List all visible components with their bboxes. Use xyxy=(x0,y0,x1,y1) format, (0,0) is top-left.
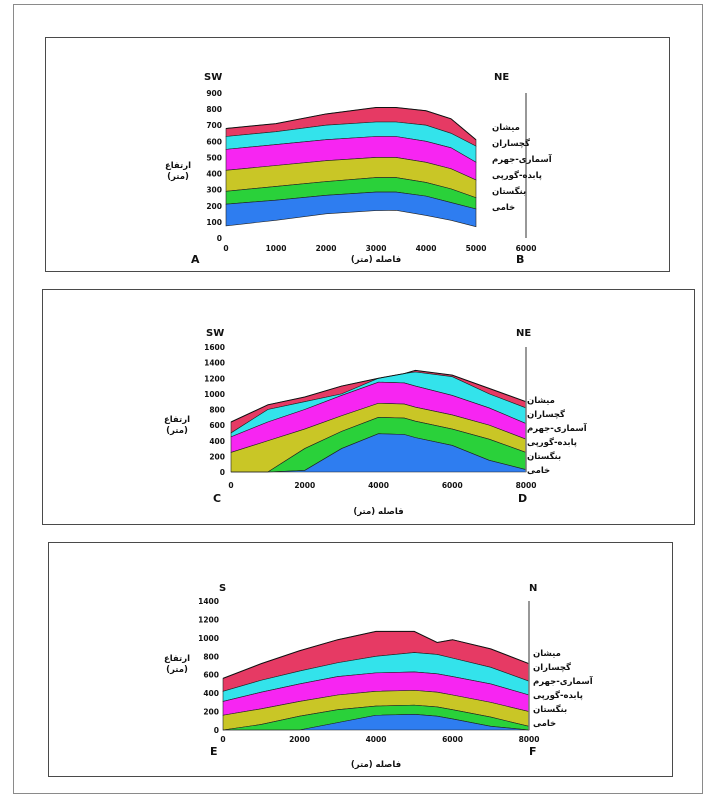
y-tick-label: 1000 xyxy=(204,390,225,399)
cross-section-chart-cd: 0 200 400 600 800 1000 1200 1400 1600 0 2000 4000 60… xyxy=(164,328,588,517)
topography-line xyxy=(230,369,527,423)
y-tick-label: 600 xyxy=(203,671,219,680)
cross-section-chart-ef: 0 200 400 600 800 1000 1200 1400 0 2000 4000 6000 80… xyxy=(164,583,594,770)
y-tick-label: 400 xyxy=(203,689,219,698)
y-tick-label: 1000 xyxy=(198,634,219,643)
y-tick-label: 800 xyxy=(209,406,225,415)
formation-label: میشان xyxy=(527,396,555,406)
cross-section-chart-ab: 0 100 200 300 400 500 600 700 800 900 0 1000 2000 300… xyxy=(165,72,553,266)
x-tick-label: 1000 xyxy=(266,244,287,253)
orientation-left-label: S xyxy=(219,583,226,594)
formation-label: میشان xyxy=(533,649,561,659)
formation-label: پابده-گورپی xyxy=(492,170,542,181)
x-axis-label: فاصله (متر) xyxy=(351,255,401,265)
formation-label: خامی xyxy=(533,719,556,729)
formation-label: گچساران xyxy=(533,662,571,673)
y-tick-label: 900 xyxy=(206,89,222,98)
x-tick-label: 0 xyxy=(228,481,233,490)
formation-label: بنگستان xyxy=(533,704,567,715)
orientation-left-label: SW xyxy=(204,72,222,83)
y-axis-label: ارتفاع xyxy=(165,161,191,171)
x-tick-label: 2000 xyxy=(316,244,337,253)
formation-label: آسماری-جهرم xyxy=(492,153,553,165)
formation-label: گچساران xyxy=(492,138,530,149)
x-tick-label: 6000 xyxy=(516,244,537,253)
y-axis-label: (متر) xyxy=(166,665,188,675)
y-tick-label: 400 xyxy=(206,170,222,179)
y-tick-label: 0 xyxy=(214,726,219,735)
y-tick-label: 200 xyxy=(203,708,219,717)
y-tick-label: 0 xyxy=(217,234,222,243)
y-tick-label: 1400 xyxy=(204,359,225,368)
section-end-letter: D xyxy=(518,492,527,505)
x-tick-label: 0 xyxy=(220,735,225,744)
y-axis-label: ارتفاع xyxy=(164,415,190,425)
x-tick-label: 6000 xyxy=(442,735,463,744)
x-tick-label: 4000 xyxy=(416,244,437,253)
y-tick-label: 1200 xyxy=(204,374,225,383)
section-end-letter: B xyxy=(516,253,524,266)
y-tick-label: 600 xyxy=(209,421,225,430)
formation-label: خامی xyxy=(527,466,550,476)
y-tick-label: 500 xyxy=(206,153,222,162)
x-tick-label: 8000 xyxy=(516,481,537,490)
x-tick-label: 2000 xyxy=(294,481,315,490)
formation-label: آسماری-جهرم xyxy=(533,675,594,687)
orientation-left-label: SW xyxy=(206,328,224,339)
section-start-letter: E xyxy=(210,745,218,758)
y-tick-label: 300 xyxy=(206,186,222,195)
orientation-right-label: NE xyxy=(494,72,509,83)
y-tick-label: 1400 xyxy=(198,597,219,606)
y-tick-label: 800 xyxy=(203,652,219,661)
y-tick-label: 200 xyxy=(209,452,225,461)
y-axis-label: (متر) xyxy=(166,426,188,436)
y-tick-label: 700 xyxy=(206,121,222,130)
y-tick-label: 100 xyxy=(206,218,222,227)
formation-label: بنگستان xyxy=(492,186,526,197)
cross-section-panel-ab: 0 100 200 300 400 500 600 700 800 900 0 1000 2000 300… xyxy=(45,37,670,272)
x-tick-label: 4000 xyxy=(368,481,389,490)
y-tick-label: 600 xyxy=(206,137,222,146)
x-tick-label: 2000 xyxy=(289,735,310,744)
y-axis-label: ارتفاع xyxy=(164,654,190,664)
x-tick-label: 4000 xyxy=(366,735,387,744)
x-tick-label: 5000 xyxy=(466,244,487,253)
x-tick-label: 8000 xyxy=(519,735,540,744)
y-tick-label: 800 xyxy=(206,105,222,114)
topography-line xyxy=(225,107,477,141)
cross-section-panel-ef: 0 200 400 600 800 1000 1200 1400 0 2000 4000 6000 80… xyxy=(48,542,673,777)
section-start-letter: C xyxy=(213,492,221,505)
formation-label: خامی xyxy=(492,203,515,213)
y-tick-label: 1600 xyxy=(204,343,225,352)
y-axis-label: (متر) xyxy=(167,172,189,182)
formation-label: گچساران xyxy=(527,409,565,420)
formation-label: پابده-گورپی xyxy=(533,690,583,701)
cross-section-panel-cd: 0 200 400 600 800 1000 1200 1400 1600 0 2000 4000 60… xyxy=(42,289,695,525)
x-tick-label: 6000 xyxy=(442,481,463,490)
figure-frame: 0 100 200 300 400 500 600 700 800 900 0 1000 2000 300… xyxy=(13,4,703,794)
orientation-right-label: N xyxy=(529,583,537,594)
section-start-letter: A xyxy=(191,253,200,266)
orientation-right-label: NE xyxy=(516,328,531,339)
formation-label: میشان xyxy=(492,123,520,133)
layer-band-0 xyxy=(225,191,477,228)
x-axis-label: فاصله (متر) xyxy=(353,507,403,517)
x-axis-label: فاصله (متر) xyxy=(351,760,401,770)
y-tick-label: 200 xyxy=(206,202,222,211)
y-tick-label: 0 xyxy=(220,468,225,477)
y-tick-label: 400 xyxy=(209,437,225,446)
x-tick-label: 0 xyxy=(223,244,228,253)
topography-line xyxy=(222,630,530,679)
x-tick-label: 3000 xyxy=(366,244,387,253)
y-tick-label: 1200 xyxy=(198,615,219,624)
section-end-letter: F xyxy=(529,745,537,758)
formation-label: بنگستان xyxy=(527,451,561,462)
formation-label: پابده-گورپی xyxy=(527,437,577,448)
formation-label: آسماری-جهرم xyxy=(527,422,588,434)
